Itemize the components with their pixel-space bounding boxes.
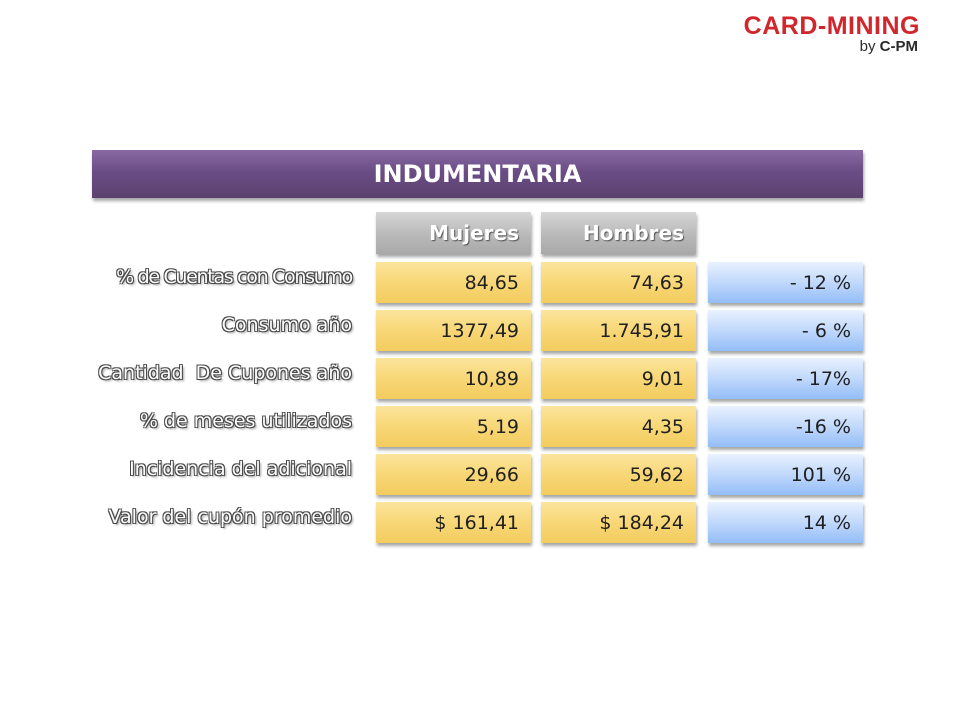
row-label: % de meses utilizados — [139, 410, 352, 432]
row-label: % de Cuentas con Consumo — [116, 266, 353, 288]
hombres-value-cell: 9,01 — [541, 358, 696, 399]
hombres-value-cell: 74,63 — [541, 262, 696, 303]
mujeres-value-cell: 10,89 — [376, 358, 531, 399]
hombres-value-cell: 1.745,91 — [541, 310, 696, 351]
data-table: % de Cuentas con Consumo 84,65 74,63 - 1… — [0, 262, 960, 550]
logo-sub-brand: C-PM — [879, 38, 918, 55]
logo-sub-text: by C-PM — [860, 38, 918, 55]
hombres-value-cell: 59,62 — [541, 454, 696, 495]
table-row: % de Cuentas con Consumo 84,65 74,63 - 1… — [0, 262, 960, 310]
difference-cell: - 6 % — [708, 310, 863, 351]
difference-cell: 14 % — [708, 502, 863, 543]
column-header-mujeres: Mujeres — [376, 212, 531, 254]
difference-cell: 101 % — [708, 454, 863, 495]
mujeres-value-cell: 1377,49 — [376, 310, 531, 351]
title-banner: INDUMENTARIA — [92, 150, 863, 198]
row-label: Cantidad De Cupones año — [98, 362, 352, 384]
table-row: % de meses utilizados 5,19 4,35 -16 % — [0, 406, 960, 454]
hombres-value-cell: 4,35 — [541, 406, 696, 447]
row-label: Valor del cupón promedio — [108, 506, 352, 528]
table-row: Consumo año 1377,49 1.745,91 - 6 % — [0, 310, 960, 358]
row-label: Consumo año — [221, 314, 352, 336]
mujeres-value-cell: 5,19 — [376, 406, 531, 447]
table-row: Incidencia del adicional 29,66 59,62 101… — [0, 454, 960, 502]
logo-sub-prefix: by — [859, 38, 880, 55]
difference-cell: - 12 % — [708, 262, 863, 303]
difference-cell: -16 % — [708, 406, 863, 447]
column-header-hombres: Hombres — [541, 212, 696, 254]
table-row: Cantidad De Cupones año 10,89 9,01 - 17% — [0, 358, 960, 406]
mujeres-value-cell: 84,65 — [376, 262, 531, 303]
mujeres-value-cell: 29,66 — [376, 454, 531, 495]
hombres-value-cell: $ 184,24 — [541, 502, 696, 543]
logo-main-text: CARD-MINING — [743, 12, 920, 40]
mujeres-value-cell: $ 161,41 — [376, 502, 531, 543]
difference-cell: - 17% — [708, 358, 863, 399]
row-label: Incidencia del adicional — [129, 458, 352, 480]
table-row: Valor del cupón promedio $ 161,41 $ 184,… — [0, 502, 960, 550]
card-mining-logo: CARD-MINING by C-PM — [680, 12, 920, 55]
